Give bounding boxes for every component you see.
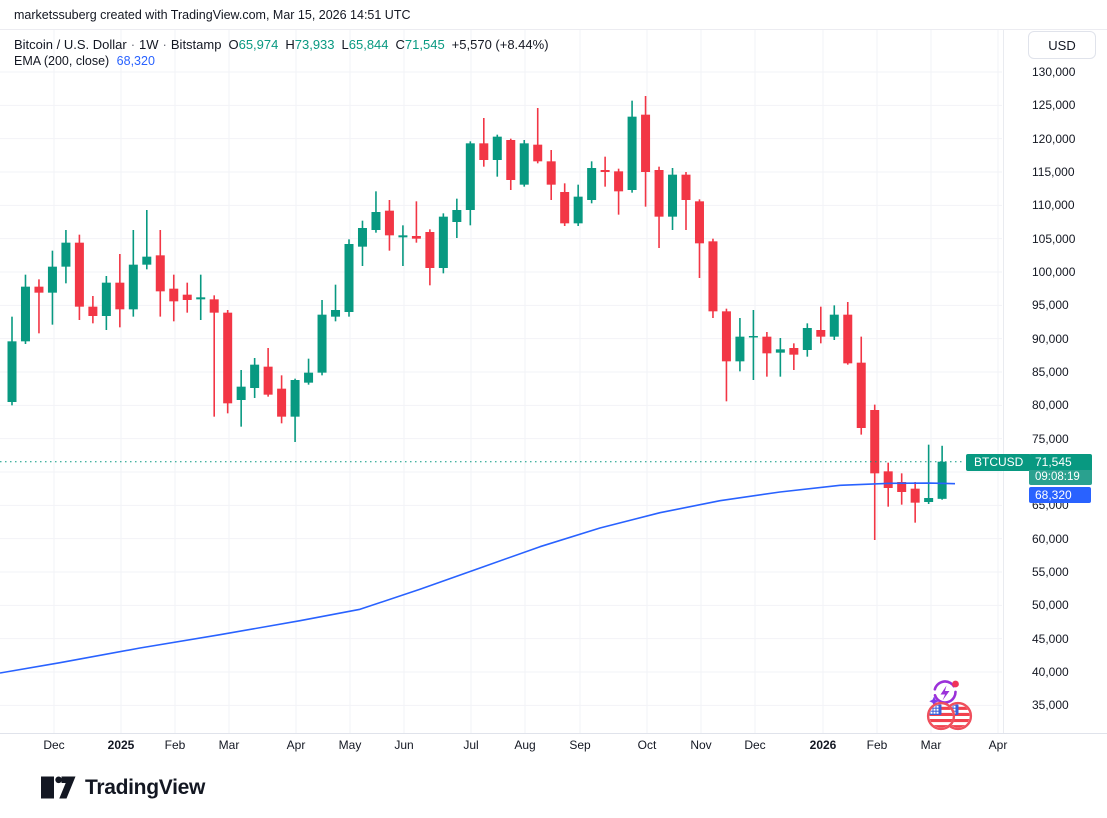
time-tick-label: Dec	[744, 738, 766, 752]
time-tick-label: Jul	[463, 738, 479, 752]
change-value: +5,570 (+8.44%)	[451, 37, 549, 52]
notification-dot	[952, 680, 959, 688]
time-axis-border	[0, 733, 1107, 734]
ema-line	[0, 482, 956, 674]
price-tick-label: 85,000	[1032, 365, 1069, 379]
symbol-title: Bitcoin / U.S. Dollar	[14, 37, 127, 52]
time-tick-label: Apr	[988, 738, 1008, 752]
ai-spark-sticker[interactable]	[927, 676, 961, 710]
high-label: H	[285, 37, 295, 52]
price-tick-label: 110,000	[1032, 198, 1075, 213]
us-flag-coins-sticker[interactable]	[925, 699, 975, 733]
attribution-text: marketssuberg created with TradingView.c…	[14, 8, 411, 22]
sparkle-icon	[929, 696, 939, 706]
ema-price-label: 68,320	[1029, 487, 1091, 504]
price-tick-label: 60,000	[1032, 531, 1069, 546]
price-tick-label: 105,000	[1032, 231, 1076, 246]
time-tick-label: 2026	[809, 738, 837, 752]
price-tick-label: 100,000	[1032, 265, 1076, 279]
close-value: 71,545	[404, 37, 445, 52]
price-tick-label: 45,000	[1032, 631, 1069, 646]
low-label: L	[341, 37, 349, 52]
last-price-value: 71,545	[1029, 454, 1092, 471]
price-tick-label: 80,000	[1032, 398, 1069, 413]
indicator-name: EMA (200, close)	[14, 54, 110, 68]
price-tick-label: 35,000	[1032, 698, 1069, 713]
time-tick-label: Feb	[866, 738, 888, 752]
separator-dot: ·	[162, 37, 167, 52]
close-label: C	[395, 37, 405, 52]
tradingview-logo-text: TradingView	[85, 775, 206, 799]
time-tick-label: 2025	[107, 738, 135, 752]
open-label: O	[228, 37, 239, 52]
time-tick-label: Sep	[569, 738, 591, 752]
price-tick-label: 40,000	[1032, 665, 1069, 679]
price-tick-label: 115,000	[1032, 165, 1075, 179]
time-tick-label: Oct	[637, 738, 657, 752]
symbol-price-tag: BTCUSD	[966, 453, 1032, 471]
price-axis-border	[1003, 30, 1004, 733]
time-tick-label: Nov	[690, 738, 712, 752]
currency-unit-button[interactable]: USD	[1028, 31, 1096, 59]
open-value: 65,974	[238, 37, 279, 52]
price-tick-label: 90,000	[1032, 331, 1069, 346]
lightning-icon	[940, 685, 950, 701]
exchange-label: Bitstamp	[170, 37, 222, 52]
time-tick-label: Dec	[43, 738, 65, 752]
time-tick-label: Jun	[394, 738, 414, 752]
pane-top-border	[0, 29, 1107, 30]
price-tick-label: 75,000	[1032, 431, 1069, 446]
price-tick-label: 120,000	[1032, 131, 1076, 146]
time-tick-label: Apr	[286, 738, 306, 752]
grid-layer	[0, 30, 1002, 733]
chart-legend: Bitcoin / U.S. Dollar · 1W · Bitstamp O65,974…	[14, 36, 549, 70]
time-tick-label: May	[338, 738, 362, 752]
time-tick-label: Mar	[920, 738, 942, 752]
indicator-row[interactable]: EMA (200, close) 68,320	[14, 53, 549, 70]
separator-dot: ·	[130, 37, 136, 52]
bar-countdown: 09:08:19	[1029, 470, 1092, 486]
time-tick-label: Aug	[514, 738, 536, 752]
tradingview-logo[interactable]: TradingView	[40, 775, 205, 800]
indicator-value: 68,320	[116, 54, 155, 68]
currency-unit-label: USD	[1048, 37, 1076, 53]
low-value: 65,844	[348, 37, 389, 52]
last-price-label: 71,545 09:08:19	[1029, 454, 1092, 486]
time-tick-label: Mar	[218, 738, 240, 752]
price-tick-label: 55,000	[1032, 565, 1069, 579]
price-tick-label: 95,000	[1032, 298, 1069, 313]
price-tick-label: 125,000	[1032, 98, 1076, 113]
tradingview-logo-mark	[41, 776, 76, 799]
symbol-row[interactable]: Bitcoin / U.S. Dollar · 1W · Bitstamp O65,974…	[14, 36, 549, 53]
interval-label: 1W	[139, 37, 159, 52]
time-tick-label: Feb	[164, 738, 186, 752]
price-tick-label: 130,000	[1032, 65, 1076, 79]
price-tick-label: 50,000	[1032, 598, 1069, 613]
high-value: 73,933	[294, 37, 335, 52]
candles-layer	[7, 96, 947, 540]
